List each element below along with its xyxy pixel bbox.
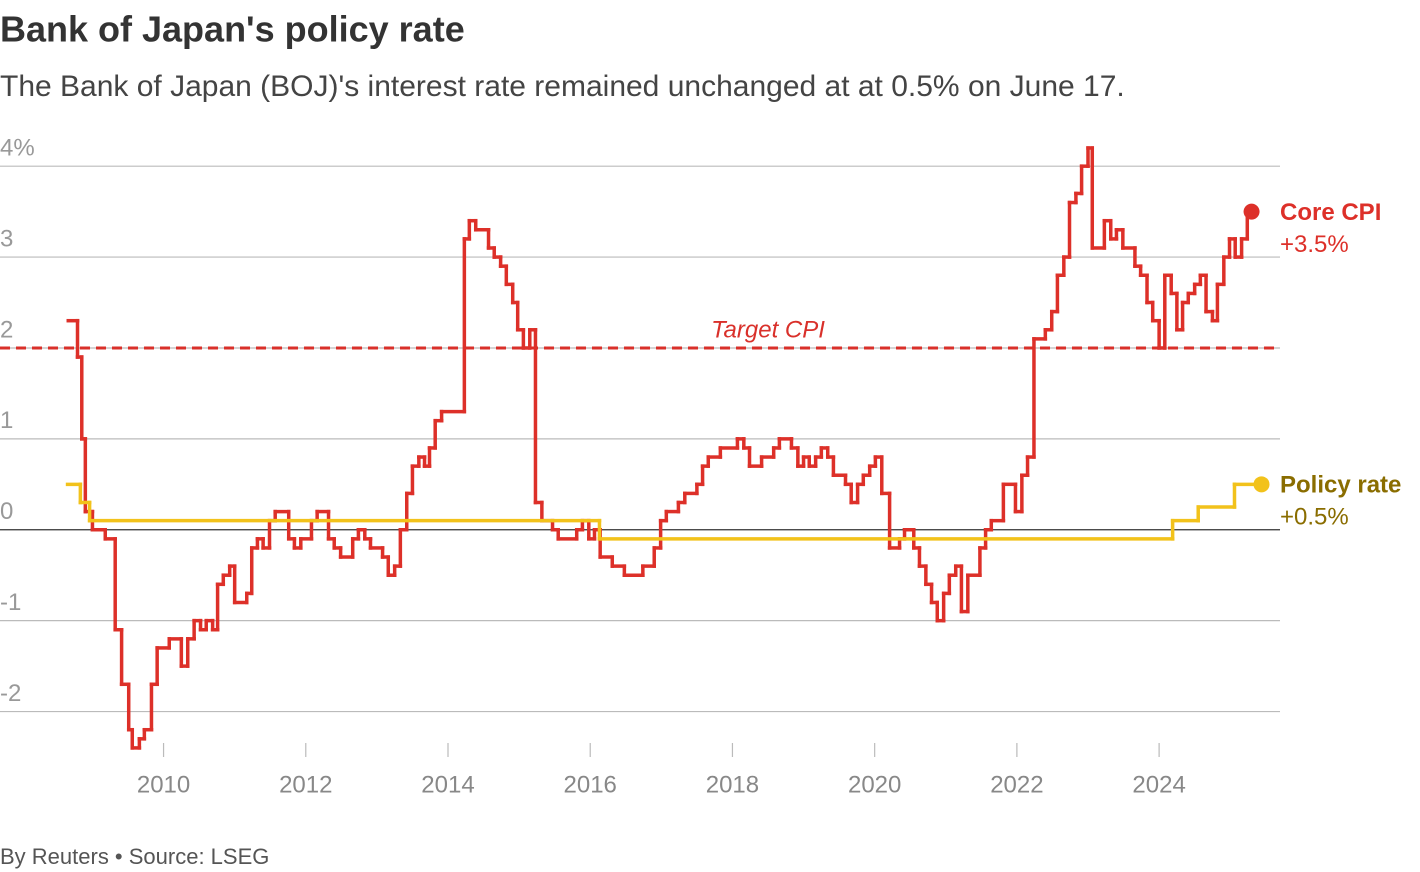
y-tick-label: 1 xyxy=(0,407,13,434)
end-dot xyxy=(1243,203,1260,220)
y-tick-label: 2 xyxy=(0,316,13,343)
footer: By Reuters • Source: LSEG xyxy=(0,844,269,869)
y-tick-label: 3 xyxy=(0,225,13,252)
x-tick-label: 2014 xyxy=(421,771,474,798)
series-name: Policy rate xyxy=(1280,472,1401,499)
x-tick-label: 2024 xyxy=(1132,771,1185,798)
y-tick-label: -1 xyxy=(0,589,21,616)
y-tick-label: 4% xyxy=(0,135,35,162)
x-tick-label: 2020 xyxy=(848,771,901,798)
chart-subtitle: The Bank of Japan (BOJ)'s interest rate … xyxy=(0,70,1125,103)
chart-title: Bank of Japan's policy rate xyxy=(0,9,465,50)
x-tick-label: 2018 xyxy=(706,771,759,798)
end-dot xyxy=(1253,476,1270,493)
x-tick-label: 2016 xyxy=(564,771,617,798)
series-end-label: +3.5% xyxy=(1280,231,1349,258)
annotation: Target CPI xyxy=(711,316,825,343)
series-name: Core CPI xyxy=(1280,199,1381,226)
y-tick-label: 0 xyxy=(0,498,13,525)
x-tick-label: 2010 xyxy=(137,771,190,798)
x-tick-label: 2022 xyxy=(990,771,1043,798)
y-tick-label: -2 xyxy=(0,680,21,707)
x-tick-label: 2012 xyxy=(279,771,332,798)
series-end-label: +0.5% xyxy=(1280,504,1349,531)
